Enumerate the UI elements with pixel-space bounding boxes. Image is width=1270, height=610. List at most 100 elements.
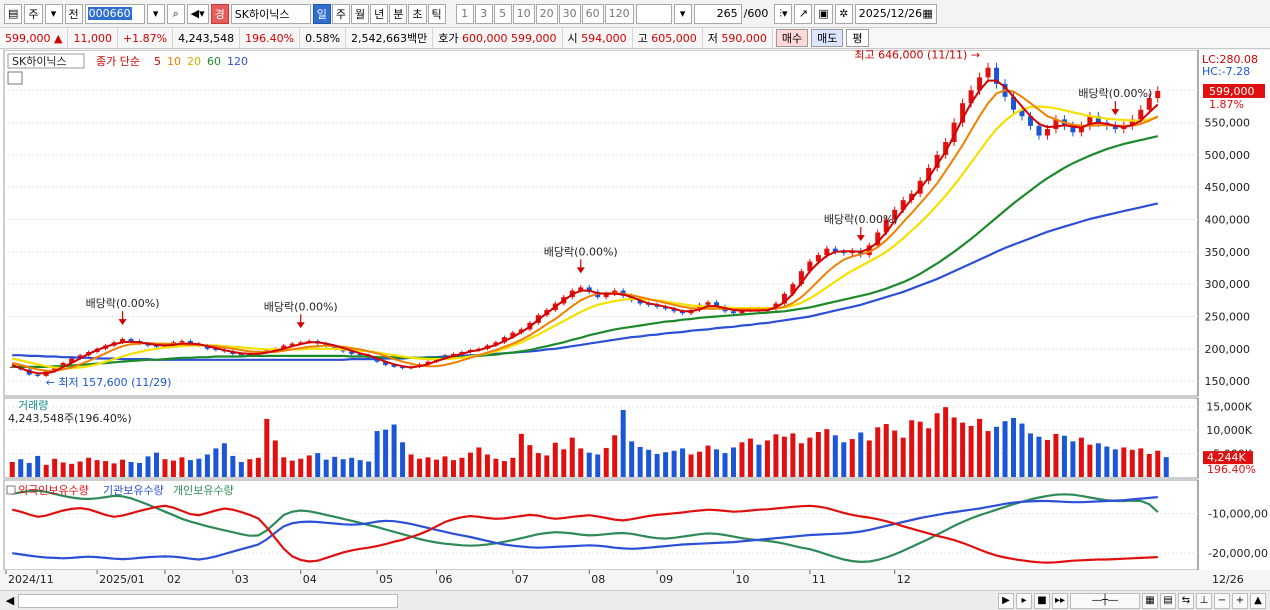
volume-bar <box>289 460 295 477</box>
holding-legend-box <box>6 485 16 495</box>
legend-entry: 20 <box>187 55 201 68</box>
candle-body <box>909 193 915 201</box>
current-price-marker <box>1203 83 1265 98</box>
date-field[interactable]: 2025/12/26 ▦ <box>854 3 937 24</box>
volume-bar <box>238 462 244 477</box>
interval-dropdown-icon[interactable]: ▾ <box>673 3 692 24</box>
volume-current-marker <box>1203 451 1253 465</box>
candle-type-icon[interactable]: ⫶▾ <box>774 3 793 24</box>
fast-forward-icon[interactable]: ▸▸ <box>1052 592 1068 609</box>
price-tick-label: 500,000 <box>1205 149 1251 162</box>
volume-bar <box>26 462 32 477</box>
dropdown-chevron-icon[interactable]: ▾ <box>44 3 63 24</box>
current-price-label: 599,000 <box>1209 85 1255 98</box>
compare-icon[interactable]: ⇆ <box>1178 592 1194 609</box>
indicator-icon <box>7 71 23 85</box>
volume-bar <box>43 464 49 477</box>
period-tab-0[interactable]: 일 <box>312 3 331 24</box>
fit-icon[interactable]: ▲ <box>1250 592 1266 609</box>
period-select[interactable]: 주 <box>24 3 43 24</box>
save-icon[interactable]: ▣ <box>814 3 833 24</box>
dividend-annotation: 배당락(0.00%) <box>264 300 338 313</box>
bar-count-max: /600 <box>743 7 769 20</box>
volume-bar <box>374 431 380 477</box>
period-tab-4[interactable]: 분 <box>389 3 408 24</box>
volume-bar <box>1019 423 1025 477</box>
legend-entry: 5 <box>154 55 161 68</box>
volume-bar <box>807 437 813 477</box>
zoom-in-icon[interactable]: + <box>1232 592 1248 609</box>
chart-area[interactable]: 600,000550,000500,000450,000400,000350,0… <box>0 50 1270 590</box>
candle-body <box>510 332 516 338</box>
interval-tab-10[interactable]: 10 <box>512 3 535 24</box>
candle-body <box>187 341 193 344</box>
period-tab-1[interactable]: 주 <box>331 3 351 24</box>
bar-count-field[interactable]: 265 <box>693 3 742 24</box>
code-dropdown-icon[interactable]: ▾ <box>146 3 165 24</box>
period-tab-6[interactable]: 틱 <box>427 3 446 24</box>
play-icon[interactable]: ▸ <box>1016 592 1032 609</box>
volume-tick-label: 10,000K <box>1206 424 1252 437</box>
zoom-out-icon[interactable]: − <box>1214 592 1230 609</box>
interval-tab-120[interactable]: 120 <box>604 3 634 24</box>
eval-button[interactable]: 평 <box>846 29 869 47</box>
volume-bar <box>221 443 227 477</box>
period-tab-5[interactable]: 초 <box>408 3 427 24</box>
candle-body <box>773 303 779 309</box>
zoom-slider-icon[interactable]: ―┼― <box>1070 592 1140 609</box>
interval-tab-5[interactable]: 5 <box>493 3 512 24</box>
interval-tab-30[interactable]: 30 <box>558 3 581 24</box>
volume-bar <box>1155 450 1161 477</box>
high-cell: 고 605,000 <box>633 28 703 48</box>
ruler-icon[interactable]: ⊥ <box>1196 592 1212 609</box>
volume-bar <box>858 432 864 477</box>
interval-tab-60[interactable]: 60 <box>581 3 604 24</box>
stop-icon[interactable]: ■ <box>1034 592 1050 609</box>
buy-button[interactable]: 매수 <box>775 29 809 47</box>
grid-icon[interactable]: ▤ <box>1160 592 1176 609</box>
hc-label: HC:-7.28 <box>1202 65 1250 78</box>
scroll-track[interactable] <box>18 593 498 608</box>
volume-bar <box>145 456 151 477</box>
lc-label: LC:280.08 <box>1202 53 1258 66</box>
bid-label: 호가 <box>438 32 459 45</box>
volume-bar <box>773 434 779 477</box>
dividend-annotation: 배당락(0.00%) <box>544 245 618 258</box>
volume-bar <box>1061 435 1067 477</box>
interval-custom-field[interactable] <box>635 3 672 24</box>
legend-entry: 60 <box>207 55 221 68</box>
scroll-right-icon[interactable]: ▶ <box>998 592 1014 609</box>
volume-bar <box>187 460 193 477</box>
volume-bar <box>1070 441 1076 477</box>
prev-button[interactable]: 전 <box>64 3 83 24</box>
volume-bar <box>162 459 168 477</box>
speaker-icon[interactable]: ◀▾ <box>186 3 209 24</box>
volume-bar <box>1011 417 1017 477</box>
layout-icon[interactable]: ▦ <box>1142 592 1158 609</box>
stock-code-input[interactable]: 000660 <box>84 3 145 24</box>
volume-bar <box>77 461 83 477</box>
candle-body <box>1053 119 1059 130</box>
volume-bar <box>832 435 838 477</box>
period-tab-3[interactable]: 년 <box>370 3 389 24</box>
scroll-left-icon[interactable]: ◀ <box>5 594 15 607</box>
period-tab-2[interactable]: 월 <box>351 3 370 24</box>
volume-bar <box>213 448 219 477</box>
volume-bar <box>620 409 626 477</box>
calendar-icon[interactable]: ▦ <box>922 7 933 20</box>
chart-menu-icon[interactable]: ▤ <box>4 3 23 24</box>
interval-tab-20[interactable]: 20 <box>535 3 558 24</box>
interval-tab-1[interactable]: 1 <box>455 3 474 24</box>
price-tick-label: 350,000 <box>1205 246 1251 259</box>
scroll-thumb[interactable] <box>18 593 398 608</box>
volume-bar <box>1036 436 1042 477</box>
holding-legend-entry: 외국인보유수량 <box>18 484 89 497</box>
low-annotation: ← 최저 157,600 (11/29) <box>46 376 172 389</box>
sell-button[interactable]: 매도 <box>811 29 844 47</box>
candle-body <box>926 167 932 181</box>
gear-icon[interactable]: ✲ <box>834 3 853 24</box>
draw-tool-icon[interactable]: ↗ <box>794 3 813 24</box>
search-icon[interactable]: ⌕ <box>166 3 185 24</box>
volume-bar <box>35 455 41 477</box>
interval-tab-3[interactable]: 3 <box>474 3 493 24</box>
